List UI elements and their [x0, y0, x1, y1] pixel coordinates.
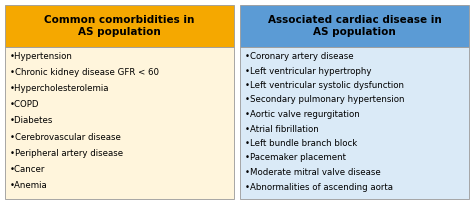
Text: •Aortic valve regurgitation: •Aortic valve regurgitation [245, 110, 360, 119]
Text: •Pacemaker placement: •Pacemaker placement [245, 153, 346, 163]
Text: Common comorbidities in
AS population: Common comorbidities in AS population [44, 15, 195, 37]
Text: •Secondary pulmonary hypertension: •Secondary pulmonary hypertension [245, 95, 404, 104]
FancyBboxPatch shape [5, 5, 234, 47]
Text: •Hypertension: •Hypertension [10, 52, 73, 61]
Text: •Left ventricular systolic dysfunction: •Left ventricular systolic dysfunction [245, 81, 404, 90]
Text: •COPD: •COPD [10, 100, 39, 109]
Text: •Abnormalities of ascending aorta: •Abnormalities of ascending aorta [245, 183, 393, 192]
Text: •Hypercholesterolemia: •Hypercholesterolemia [10, 84, 109, 93]
Text: •Diabetes: •Diabetes [10, 116, 54, 125]
Text: •Cancer: •Cancer [10, 165, 46, 174]
Text: •Anemia: •Anemia [10, 181, 48, 190]
Text: •Atrial fibrillation: •Atrial fibrillation [245, 124, 319, 133]
FancyBboxPatch shape [5, 47, 234, 199]
Text: •Peripheral artery disease: •Peripheral artery disease [10, 149, 123, 158]
Text: •Cerebrovascular disease: •Cerebrovascular disease [10, 133, 121, 142]
Text: •Left bundle branch block: •Left bundle branch block [245, 139, 357, 148]
Text: •Moderate mitral valve disease: •Moderate mitral valve disease [245, 168, 381, 177]
FancyBboxPatch shape [240, 47, 469, 199]
Text: •Left ventricular hypertrophy: •Left ventricular hypertrophy [245, 67, 372, 75]
FancyBboxPatch shape [240, 5, 469, 47]
Text: •Coronary artery disease: •Coronary artery disease [245, 52, 354, 61]
Text: Associated cardiac disease in
AS population: Associated cardiac disease in AS populat… [268, 15, 441, 37]
Text: •Chronic kidney disease GFR < 60: •Chronic kidney disease GFR < 60 [10, 68, 159, 77]
